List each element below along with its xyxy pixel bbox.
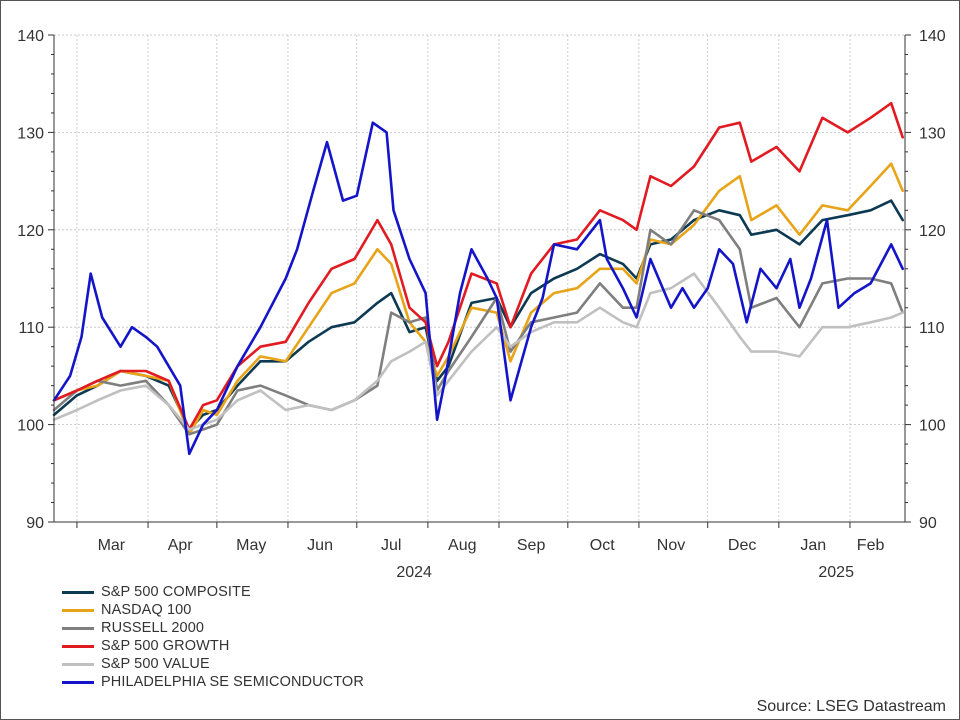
- y-tick-label-right: 130: [919, 125, 946, 142]
- legend-label: RUSSELL 2000: [101, 620, 205, 636]
- x-tick-label: Dec: [728, 537, 756, 554]
- series-line-4: [52, 101, 905, 431]
- x-tick-label: Sep: [517, 537, 546, 554]
- x-tick-label: Jun: [307, 537, 333, 554]
- legend: S&P 500 COMPOSITE NASDAQ 100 RUSSELL 2000 S…: [62, 583, 364, 691]
- x-tick-label: Feb: [857, 537, 885, 554]
- legend-swatch: [62, 590, 94, 594]
- legend-item: S&P 500 COMPOSITE: [62, 583, 364, 601]
- axes: 90 90 100 100 110 110 120 120 130 130 140 140 Mar Apr…: [17, 28, 946, 581]
- y-tick-label-left: 110: [18, 320, 44, 337]
- legend-item: NASDAQ 100: [62, 601, 364, 619]
- y-tick-label-right: 100: [919, 418, 946, 435]
- x-year-label: 2025: [818, 564, 854, 581]
- source-note: Source: LSEG Datastream: [756, 698, 946, 715]
- y-tick-label-right: 120: [919, 223, 946, 240]
- x-tick-label: Aug: [448, 537, 476, 554]
- x-tick-label: Mar: [98, 537, 126, 554]
- legend-swatch: [62, 662, 94, 666]
- x-tick-label: Oct: [590, 537, 615, 554]
- x-tick-label: Jan: [800, 537, 826, 554]
- y-tick-label-left: 100: [17, 418, 44, 435]
- legend-label: S&P 500 VALUE: [101, 656, 210, 672]
- y-tick-label-left: 140: [17, 28, 44, 45]
- y-tick-label-left: 120: [17, 223, 44, 240]
- legend-swatch: [62, 644, 94, 648]
- x-tick-label: Nov: [657, 537, 685, 554]
- y-tick-label-right: 90: [919, 515, 937, 532]
- plot-area: [54, 35, 905, 522]
- legend-label: S&P 500 COMPOSITE: [101, 584, 251, 600]
- y-tick-label-right: 140: [919, 28, 946, 45]
- legend-swatch: [62, 608, 94, 612]
- y-tick-label-right: 110: [919, 320, 945, 337]
- series-line-6: [52, 121, 905, 456]
- x-tick-label: Apr: [168, 537, 194, 554]
- x-tick-label: Jul: [381, 537, 401, 554]
- legend-label: NASDAQ 100: [101, 602, 192, 618]
- series-lines: [52, 101, 905, 456]
- legend-item: PHILADELPHIA SE SEMICONDUCTOR: [62, 673, 364, 691]
- series-line-1: [52, 199, 905, 431]
- legend-swatch: [62, 626, 94, 630]
- y-tick-label-left: 90: [26, 515, 44, 532]
- legend-label: PHILADELPHIA SE SEMICONDUCTOR: [101, 674, 364, 690]
- x-tick-label: May: [236, 537, 266, 554]
- y-tick-label-left: 130: [17, 125, 44, 142]
- legend-item: S&P 500 VALUE: [62, 655, 364, 673]
- legend-item: S&P 500 GROWTH: [62, 637, 364, 655]
- series-line-2: [52, 162, 905, 436]
- legend-label: S&P 500 GROWTH: [101, 638, 230, 654]
- legend-swatch: [62, 680, 94, 684]
- legend-item: RUSSELL 2000: [62, 619, 364, 637]
- x-year-label: 2024: [396, 564, 432, 581]
- grid: [54, 34, 905, 523]
